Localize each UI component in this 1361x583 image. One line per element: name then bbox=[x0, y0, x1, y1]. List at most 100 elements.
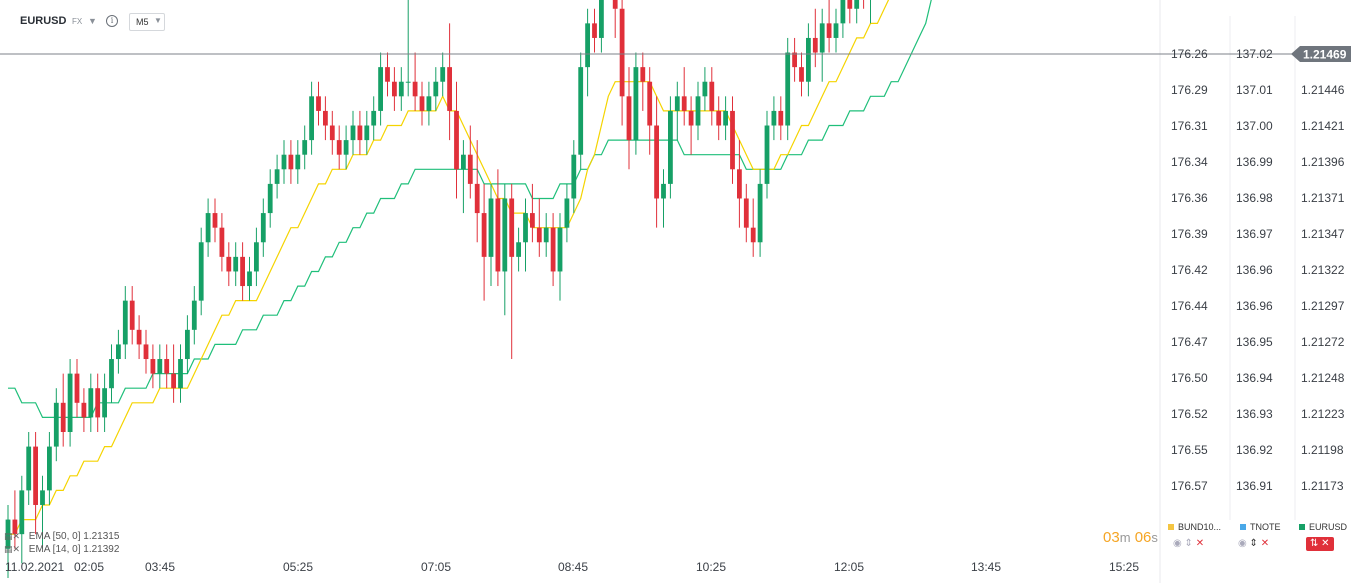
candle-body bbox=[481, 213, 487, 257]
candle-body bbox=[405, 81, 411, 83]
candle-body bbox=[709, 81, 715, 111]
candle bbox=[543, 213, 549, 257]
candle-body bbox=[612, 0, 618, 9]
y-tick-label: 1.21173 bbox=[1301, 479, 1344, 493]
candle-body bbox=[467, 154, 473, 184]
candle bbox=[226, 242, 232, 287]
candle bbox=[592, 8, 597, 53]
candle-body bbox=[329, 125, 335, 141]
candle-body bbox=[812, 37, 818, 53]
candle-body bbox=[543, 227, 549, 243]
candle bbox=[709, 67, 715, 126]
candle-body bbox=[688, 110, 694, 126]
timeframe-select[interactable]: M5 ▼ bbox=[129, 13, 165, 31]
y-tick-label: 136.91 bbox=[1236, 479, 1273, 493]
x-tick-label: 10:25 bbox=[696, 560, 726, 574]
close-icon[interactable]: ✕ bbox=[1321, 538, 1330, 549]
indicator-settings-icon[interactable]: ▤✕ bbox=[4, 544, 21, 554]
close-icon[interactable]: ✕ bbox=[1195, 538, 1205, 549]
candle bbox=[74, 359, 80, 418]
candle bbox=[60, 373, 66, 447]
legend-swatch bbox=[1168, 524, 1174, 530]
candle bbox=[840, 0, 846, 38]
candle bbox=[419, 81, 425, 126]
indicator-legend: ▤✕ EMA [50, 0] 1.21315 ▤✕ EMA [14, 0] 1.… bbox=[4, 530, 119, 556]
candle-body bbox=[743, 198, 749, 228]
candle-body bbox=[723, 110, 728, 126]
candle-body bbox=[840, 0, 846, 24]
indicator-settings-icon[interactable]: ▤✕ bbox=[4, 531, 21, 541]
candle-body bbox=[564, 198, 570, 228]
candle bbox=[212, 198, 218, 243]
bund10-controls: ◉ ⇕ ✕ bbox=[1173, 537, 1204, 551]
candle-body bbox=[626, 96, 632, 141]
y-tick-label: 136.94 bbox=[1236, 371, 1273, 385]
legend-label: TNOTE bbox=[1250, 522, 1281, 532]
chevron-down-icon[interactable]: ▼ bbox=[88, 16, 97, 26]
chart-toolbar: EURUSD FX ▼ i M5 ▼ bbox=[0, 0, 1160, 40]
candle-body bbox=[350, 125, 356, 141]
candle bbox=[612, 0, 618, 38]
candle bbox=[536, 198, 542, 257]
candle-body bbox=[488, 198, 494, 257]
candle bbox=[122, 286, 128, 360]
y-tick-label: 176.44 bbox=[1171, 299, 1208, 313]
close-icon[interactable]: ✕ bbox=[1260, 538, 1270, 549]
candle-body bbox=[109, 359, 114, 389]
candle bbox=[412, 52, 418, 111]
candle bbox=[799, 52, 804, 97]
candle-body bbox=[474, 183, 480, 214]
ema50-line bbox=[8, 0, 932, 418]
candle-countdown: 03m 06s bbox=[1103, 529, 1158, 546]
symbol-name[interactable]: EURUSD bbox=[20, 15, 67, 27]
candle-body bbox=[716, 110, 722, 126]
indicator-row[interactable]: ▤✕ EMA [50, 0] 1.21315 bbox=[4, 530, 119, 543]
candle bbox=[240, 242, 245, 301]
price-tag-label: 1.21469 bbox=[1303, 48, 1347, 62]
candle bbox=[757, 169, 763, 257]
candle-body bbox=[205, 213, 211, 243]
candle bbox=[164, 344, 170, 389]
candle-body bbox=[81, 402, 87, 418]
candle bbox=[461, 140, 466, 214]
candle-body bbox=[295, 154, 301, 170]
candle bbox=[771, 96, 777, 141]
candle bbox=[688, 96, 694, 155]
candle-body bbox=[619, 8, 625, 97]
legend-item-bund10[interactable]: BUND10... bbox=[1168, 522, 1221, 532]
sort-icon[interactable]: ⇕ bbox=[1249, 538, 1258, 549]
sort-icon[interactable]: ⇕ bbox=[1184, 538, 1193, 549]
candle bbox=[254, 227, 259, 287]
legend-item-tnote[interactable]: TNOTE bbox=[1240, 522, 1281, 532]
eye-icon[interactable]: ◉ bbox=[1238, 538, 1247, 549]
candle-body bbox=[771, 110, 777, 126]
x-tick-label: 02:05 bbox=[74, 560, 104, 574]
settings-icon[interactable]: ⇅ bbox=[1310, 538, 1319, 549]
candle-body bbox=[122, 300, 128, 345]
legend-label: EURUSD bbox=[1309, 522, 1348, 532]
candle-body bbox=[847, 0, 853, 9]
y-tick-label: 1.21248 bbox=[1301, 371, 1345, 385]
candle bbox=[329, 110, 335, 155]
candle bbox=[654, 96, 659, 228]
candle-body bbox=[668, 110, 673, 184]
candle-body bbox=[60, 402, 66, 432]
candle bbox=[702, 67, 708, 111]
candle-body bbox=[288, 154, 294, 170]
tnote-controls: ◉ ⇕ ✕ bbox=[1238, 537, 1269, 551]
legend-item-eurusd[interactable]: EURUSD bbox=[1299, 522, 1347, 532]
indicator-row[interactable]: ▤✕ EMA [14, 0] 1.21392 bbox=[4, 543, 119, 556]
candle bbox=[509, 183, 515, 360]
candle bbox=[578, 52, 584, 170]
y-tick-label: 176.47 bbox=[1171, 335, 1208, 349]
candle bbox=[19, 475, 25, 564]
candle bbox=[716, 96, 722, 141]
eye-icon[interactable]: ◉ bbox=[1173, 538, 1182, 549]
candle-body bbox=[440, 67, 446, 82]
candle bbox=[191, 286, 197, 345]
candle-body bbox=[19, 490, 25, 535]
info-icon[interactable]: i bbox=[106, 15, 118, 27]
candle bbox=[626, 67, 632, 170]
candle bbox=[826, 0, 832, 53]
